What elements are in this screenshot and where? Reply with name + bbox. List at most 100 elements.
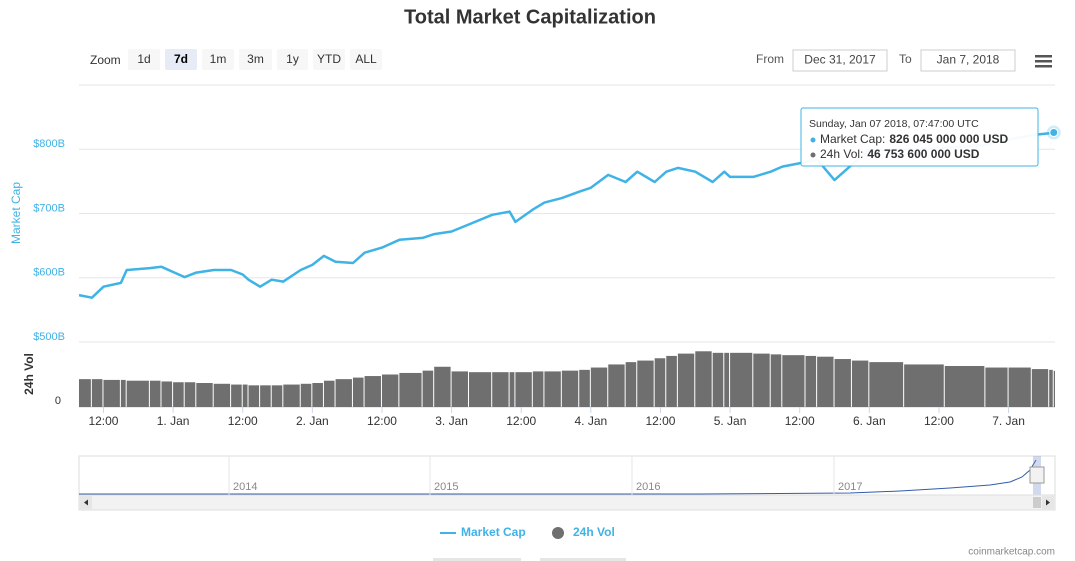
volume-bar	[149, 380, 161, 407]
volume-bar	[492, 372, 509, 407]
credits: coinmarketcap.com	[968, 547, 1055, 558]
zoom-button[interactable]	[313, 49, 345, 70]
x-tick-label: 12:00	[924, 414, 954, 428]
menu-bar	[1035, 60, 1052, 63]
zoom-button[interactable]	[239, 49, 272, 70]
volume-bar	[196, 383, 213, 407]
volume-bar	[126, 380, 149, 407]
hover-point	[1049, 128, 1059, 138]
from-input[interactable]	[792, 49, 888, 72]
volume-bar	[242, 384, 248, 407]
volume-bar	[300, 383, 312, 407]
volume-bar	[1031, 369, 1049, 407]
volume-bar	[666, 355, 677, 407]
tooltip: Sunday, Jan 07 2018, 07:47:00 UTC Market …	[800, 107, 1039, 167]
zoom-button[interactable]	[350, 49, 382, 70]
volume-bar	[352, 377, 364, 407]
to-value: Jan 7, 2018	[937, 53, 1000, 67]
x-tick-label: 5. Jan	[714, 414, 747, 428]
volume-bar	[985, 367, 1008, 407]
volume-bar	[91, 379, 103, 407]
scroll-thumb[interactable]	[1033, 497, 1041, 508]
from-label: From	[756, 52, 784, 66]
volume-bar	[434, 366, 451, 407]
volume-bar	[422, 370, 434, 407]
volume-bar	[677, 353, 695, 407]
menu-button[interactable]	[1035, 55, 1052, 68]
x-tick-label: 12:00	[645, 414, 675, 428]
x-tick-label: 6. Jan	[853, 414, 886, 428]
navigator-label: 2017	[838, 481, 862, 493]
volume-bar	[381, 374, 399, 407]
x-tick-label: 12:00	[88, 414, 118, 428]
from-value: Dec 31, 2017	[804, 53, 876, 67]
tooltip-dot	[810, 152, 816, 158]
y-tick-label: $500B	[33, 331, 65, 343]
y2-tick-label: 0	[55, 395, 61, 407]
x-tick-label: 12:00	[785, 414, 815, 428]
zoom-label: Zoom	[90, 53, 121, 67]
volume-bar	[184, 382, 196, 407]
volume-bar	[532, 371, 544, 407]
zoom-button[interactable]	[202, 49, 234, 70]
volume-bar	[271, 385, 283, 407]
volume-bar	[283, 384, 300, 407]
menu-bar	[1035, 65, 1052, 68]
volume-bar	[1053, 370, 1055, 407]
volume-bar	[213, 383, 231, 407]
volume-bar	[770, 354, 782, 407]
volume-bar	[231, 384, 242, 407]
zoom-button-label: ALL	[355, 52, 377, 66]
navigator-handle[interactable]	[1029, 466, 1045, 484]
volume-bar	[161, 381, 173, 407]
volume-bar	[248, 385, 260, 407]
volume-bar	[312, 383, 323, 407]
arrow	[84, 499, 88, 506]
volume-bar	[1049, 369, 1053, 407]
volume-bar	[695, 351, 712, 407]
scrollbar[interactable]	[78, 494, 1056, 511]
zoom-button[interactable]	[277, 49, 308, 70]
zoom-button-label: YTD	[317, 52, 341, 66]
chart-title: Total Market Capitalization	[404, 6, 656, 28]
y-tick-label: $600B	[33, 267, 65, 279]
volume-bar	[869, 362, 904, 407]
to-input[interactable]	[920, 49, 1016, 72]
legend-label[interactable]: 24h Vol	[573, 525, 615, 539]
volume-bar	[579, 369, 590, 407]
volume-bar	[904, 364, 944, 407]
y-tick-label: $700B	[33, 202, 65, 214]
x-tick-label: 1. Jan	[157, 414, 190, 428]
y-tick-label: $800B	[33, 138, 65, 150]
navigator-label: 2014	[233, 481, 257, 493]
volume-bar	[608, 364, 625, 407]
footer-tab	[433, 558, 521, 561]
zoom-button-label: 1d	[137, 52, 150, 66]
volume-bar	[654, 358, 666, 407]
footer-tab	[540, 558, 626, 561]
navigator-line	[79, 459, 1037, 495]
volume-bar	[561, 370, 579, 407]
legend: Market Cap 24h Vol	[440, 525, 615, 539]
zoom-button[interactable]	[165, 49, 197, 70]
tooltip-value: 826 045 000 000 USD	[889, 132, 1008, 146]
x-tick-label: 12:00	[228, 414, 258, 428]
volume-bar	[120, 379, 126, 407]
x-tick-label: 12:00	[506, 414, 536, 428]
volume-bar	[817, 356, 834, 407]
x-tick-label: 4. Jan	[574, 414, 607, 428]
zoom-button[interactable]	[128, 49, 160, 70]
tooltip-line: Market Cap: 826 045 000 000 USD	[820, 132, 1008, 146]
volume-bar	[753, 353, 770, 407]
y-axis-title: Market Cap	[9, 182, 23, 244]
volume-bar	[782, 355, 805, 407]
volume-bar	[625, 362, 637, 407]
legend-marker	[552, 527, 564, 539]
volume-bar	[323, 380, 335, 407]
tooltip-line: 24h Vol: 46 753 600 000 USD	[820, 147, 980, 161]
navigator	[78, 455, 1056, 496]
legend-label[interactable]: Market Cap	[461, 525, 526, 539]
y2-axis-title: 24h Vol	[22, 353, 36, 395]
volume-bar	[468, 372, 492, 407]
